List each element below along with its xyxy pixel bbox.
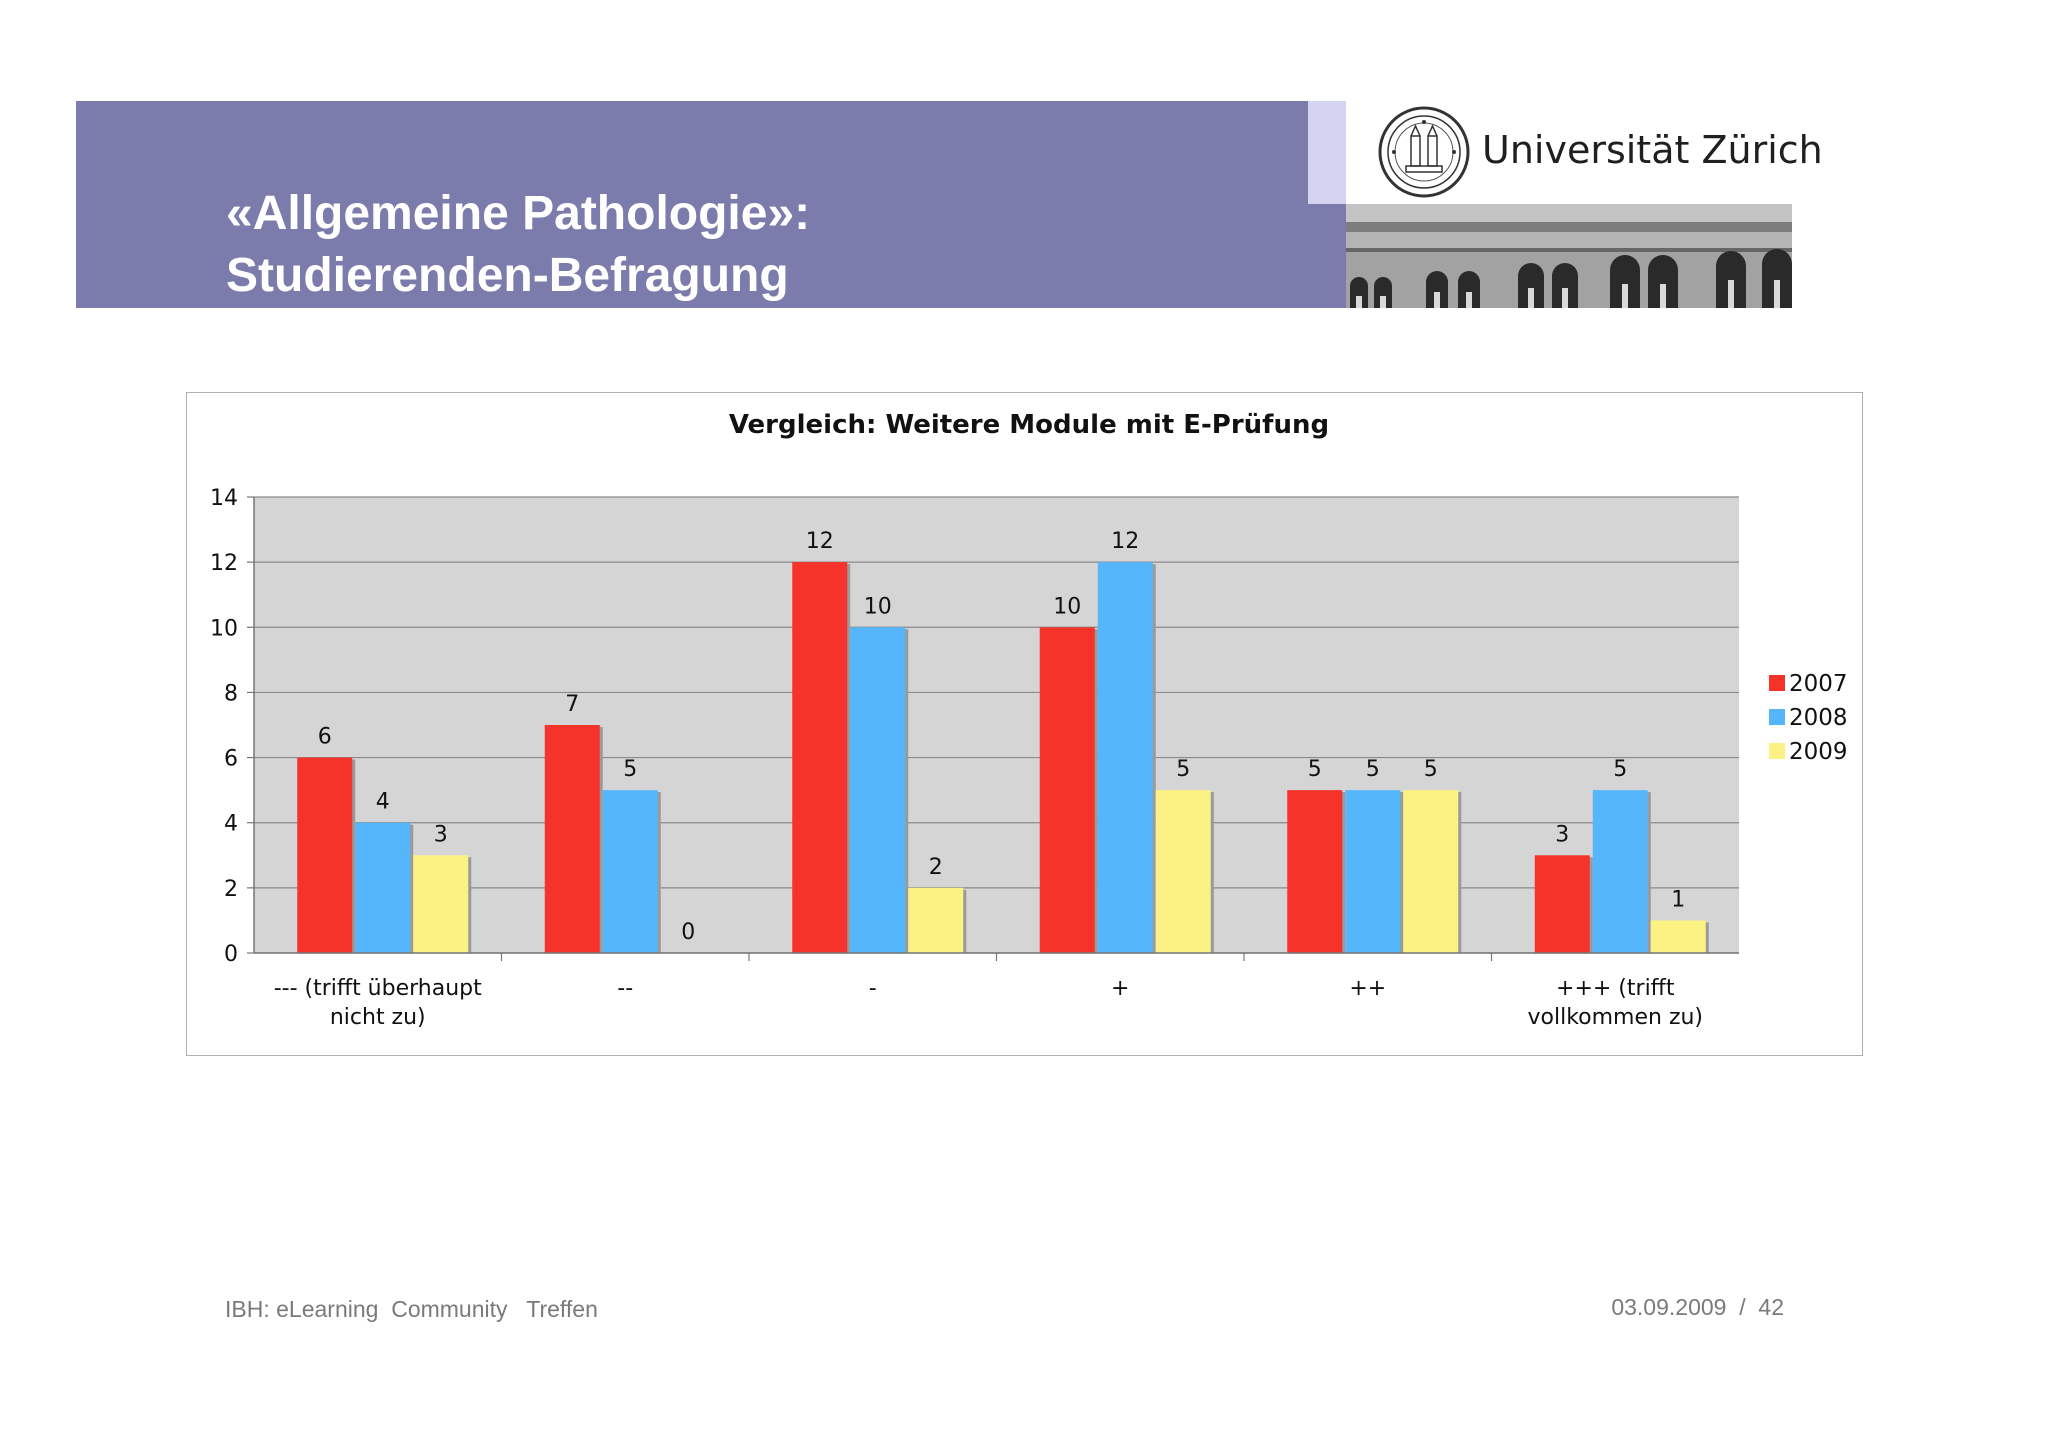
data-label: 3 (1555, 822, 1569, 847)
bar-2007 (1287, 790, 1343, 953)
x-tick-label: +++ (trifft (1556, 976, 1675, 1001)
footer-date-page: 03.09.2009 / 42 (1611, 1294, 1784, 1321)
header-band (76, 101, 1346, 308)
data-label: 4 (376, 790, 390, 815)
bar-2007 (792, 562, 848, 953)
header-accent (1308, 101, 1346, 204)
footer-page-number: 42 (1758, 1294, 1784, 1320)
data-label: 0 (681, 920, 695, 945)
bar-chart: Vergleich: Weitere Module mit E-Prüfung … (210, 410, 1848, 1030)
data-label: 5 (1176, 757, 1190, 782)
slide-title: «Allgemeine Pathologie»: Studierenden-Be… (226, 183, 810, 307)
bar-2009 (1155, 790, 1211, 953)
x-tick-label: - (869, 976, 877, 1001)
bar-2008 (1592, 790, 1648, 953)
data-label: 3 (434, 822, 448, 847)
chart-frame: Vergleich: Weitere Module mit E-Prüfung … (186, 392, 1863, 1056)
data-label: 5 (1613, 757, 1627, 782)
footer-date: 03.09.2009 (1611, 1294, 1727, 1320)
bar-2009 (413, 855, 469, 953)
footer-separator: / (1739, 1294, 1746, 1320)
x-tick-label: + (1111, 976, 1129, 1001)
legend-label: 2007 (1789, 671, 1848, 697)
university-logo: Universität Zürich (1376, 104, 1823, 204)
data-label: 6 (318, 725, 332, 750)
y-tick-label: 14 (210, 486, 238, 511)
bars (297, 562, 1709, 953)
slide-title-line-2: Studierenden-Befragung (226, 249, 789, 302)
bar-2008 (1345, 790, 1401, 953)
data-labels: 6 4 3 7 5 0 12 10 2 10 12 5 5 5 5 3 5 1 (318, 529, 1686, 945)
legend-swatch-2007 (1769, 675, 1785, 691)
data-label: 5 (1366, 757, 1380, 782)
y-tick-label: 8 (224, 681, 238, 706)
data-label: 10 (864, 594, 892, 619)
y-tick-label: 12 (210, 551, 238, 576)
legend-label: 2009 (1789, 739, 1848, 765)
bar-2008 (850, 627, 906, 953)
bar-2008 (355, 822, 411, 953)
data-label: 5 (623, 757, 637, 782)
data-label: 5 (1424, 757, 1438, 782)
y-tick-label: 2 (224, 877, 238, 902)
y-tick-label: 4 (224, 812, 238, 837)
bar-2008 (602, 790, 658, 953)
university-building-image (1346, 204, 1792, 308)
plot-area (254, 497, 1739, 953)
slide-title-line-1: «Allgemeine Pathologie»: (226, 187, 811, 240)
legend-label: 2008 (1789, 705, 1848, 731)
bar-2008 (1097, 562, 1153, 953)
bar-2007 (297, 757, 353, 953)
data-label: 12 (1111, 529, 1139, 554)
y-tick-label: 6 (224, 747, 238, 772)
university-name: Universität Zürich (1482, 128, 1823, 172)
data-label: 1 (1671, 887, 1685, 912)
x-tick-label: --- (trifft überhaupt (274, 976, 482, 1001)
bar-2007 (1534, 855, 1590, 953)
chart-title: Vergleich: Weitere Module mit E-Prüfung (729, 410, 1329, 440)
data-label: 10 (1053, 594, 1081, 619)
bar-2007 (1039, 627, 1095, 953)
x-tick-label: nicht zu) (330, 1005, 426, 1030)
university-seal-icon (1378, 106, 1470, 198)
data-label: 2 (929, 855, 943, 880)
x-tick-label: -- (617, 976, 633, 1001)
x-tick-label: ++ (1349, 976, 1386, 1001)
data-label: 5 (1308, 757, 1322, 782)
bar-2009 (908, 887, 964, 953)
y-tick-label: 10 (210, 616, 238, 641)
x-tick-label: vollkommen zu) (1527, 1005, 1703, 1030)
y-tick-label: 0 (224, 942, 238, 967)
bar-2009 (1403, 790, 1459, 953)
data-label: 7 (565, 692, 579, 717)
y-axis: 0 2 4 6 8 10 12 14 (210, 486, 255, 967)
legend: 2007 2008 2009 (1769, 671, 1848, 765)
bar-2009 (1650, 920, 1706, 953)
footer-event: IBH: eLearning Community Treffen (225, 1296, 598, 1322)
data-label: 12 (806, 529, 834, 554)
legend-swatch-2008 (1769, 709, 1785, 725)
bar-2007 (544, 725, 600, 953)
legend-swatch-2009 (1769, 743, 1785, 759)
